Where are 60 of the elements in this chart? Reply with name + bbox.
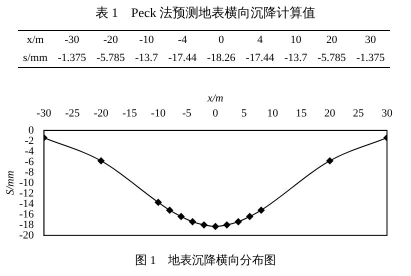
x-tick-label: -20 xyxy=(94,108,109,120)
y-tick-label: -6 xyxy=(24,156,34,168)
point xyxy=(326,157,334,164)
point xyxy=(189,218,196,226)
y-tick-label: -10 xyxy=(19,176,34,189)
point xyxy=(258,206,265,214)
point xyxy=(98,157,105,164)
text: x/m xyxy=(26,33,45,48)
x-tick-label: -10 xyxy=(150,108,166,120)
category-label: -10 xyxy=(138,33,155,48)
data-label: -18.26 xyxy=(206,51,236,66)
data-label: -1.375 xyxy=(56,51,88,66)
data-label: -1.375 xyxy=(355,51,386,66)
y-tick-label: -4 xyxy=(24,145,34,158)
category-label: -4 xyxy=(176,33,188,48)
y-tick-label: -16 xyxy=(19,208,34,220)
x-tick-label: 0 xyxy=(212,108,219,120)
y-tick-label: -18 xyxy=(19,218,34,231)
data-label: -17.44 xyxy=(244,51,276,66)
category-label: 10 xyxy=(289,33,302,48)
x-tick-label: -25 xyxy=(65,108,80,120)
category-label: 30 xyxy=(364,33,378,48)
x-tick-label: 5 xyxy=(241,108,248,120)
x-tick-label: -30 xyxy=(36,108,52,120)
y-tick-label: -14 xyxy=(19,198,34,210)
y-tick-label: -8 xyxy=(24,166,34,178)
data-label: -5.785 xyxy=(96,51,126,66)
point xyxy=(178,213,185,220)
category-label: -20 xyxy=(102,33,120,48)
y-tick-label: 0 xyxy=(28,124,34,136)
point xyxy=(154,198,162,206)
x-tick-label: 30 xyxy=(382,108,393,120)
x-tick-label: -15 xyxy=(122,108,138,120)
x-tick-label: -5 xyxy=(182,108,192,120)
data-label: -5.785 xyxy=(316,51,347,66)
text: s/mm xyxy=(22,51,48,66)
point xyxy=(246,213,254,220)
y-tick-label: -20 xyxy=(19,229,34,242)
data-label: -17.44 xyxy=(167,51,198,66)
data-label: -13.7 xyxy=(283,51,308,66)
category-label: 20 xyxy=(325,33,338,48)
y-tick-label: -12 xyxy=(19,187,34,200)
x-tick-label: 25 xyxy=(352,108,364,120)
point xyxy=(234,218,242,226)
point xyxy=(212,222,219,230)
point xyxy=(223,221,230,228)
x-tick-label: 20 xyxy=(324,108,336,120)
text: 表 1 Peck 法预测地表横向沉降计算值 xyxy=(94,4,317,22)
point xyxy=(200,221,208,228)
data-label: -13.7 xyxy=(134,51,160,66)
x-axis-title: x/m xyxy=(206,92,224,104)
y-axis-title: S/mm xyxy=(4,170,16,196)
category-label: 0 xyxy=(217,33,225,48)
x-tick-label: 15 xyxy=(296,108,308,120)
point xyxy=(166,206,174,214)
x-tick-label: 10 xyxy=(267,108,279,120)
y-tick-label: -2 xyxy=(24,134,34,147)
category-label: -30 xyxy=(64,33,80,48)
category-label: 4 xyxy=(256,33,264,48)
caption: 图 1 地表沉降横向分布图 xyxy=(134,252,277,269)
